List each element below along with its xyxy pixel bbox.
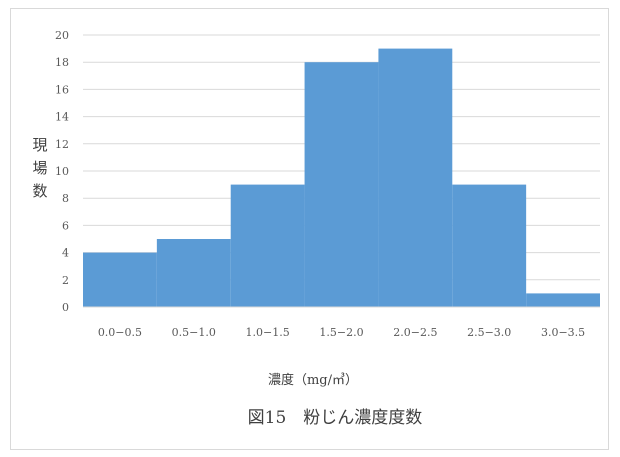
- x-tick-label: 2.5−3.0: [467, 326, 511, 339]
- y-tick-label: 0: [62, 301, 69, 314]
- histogram-bar: [156, 239, 231, 307]
- y-tick-label: 16: [55, 83, 69, 96]
- y-tick-labels: 0 2 4 6 8 10 12 14 16 18 20: [55, 29, 69, 314]
- histogram-bar: [230, 184, 305, 307]
- histogram-bar: [452, 184, 527, 307]
- x-tick-label: 1.5−2.0: [319, 326, 363, 339]
- y-tick-label: 20: [55, 29, 69, 42]
- x-axis-label: 濃度（mg/㎥）: [268, 372, 358, 388]
- y-tick-label: 4: [62, 247, 69, 260]
- y-tick-label: 18: [55, 56, 69, 69]
- y-tick-label: 8: [62, 192, 69, 205]
- y-tick-label: 6: [62, 219, 69, 232]
- histogram-bar: [304, 62, 379, 308]
- chart-caption: 図15 粉じん濃度度数: [248, 408, 423, 428]
- x-tick-label: 3.0−3.5: [541, 326, 585, 339]
- histogram-bar: [378, 48, 453, 307]
- histogram-bar: [83, 252, 157, 307]
- x-tick-label: 0.5−1.0: [172, 326, 216, 339]
- y-tick-label: 10: [55, 165, 69, 178]
- bar-layer: [83, 48, 600, 308]
- x-tick-labels: 0.0−0.5 0.5−1.0 1.0−1.5 1.5−2.0 2.0−2.5 2.5−3…: [98, 326, 585, 339]
- y-axis-label: 現場数: [32, 136, 47, 200]
- x-tick-label: 0.0−0.5: [98, 326, 142, 339]
- x-tick-label: 2.0−2.5: [393, 326, 437, 339]
- y-tick-label: 2: [62, 274, 69, 287]
- x-tick-label: 1.0−1.5: [246, 326, 290, 339]
- histogram-bar: [526, 293, 600, 307]
- y-tick-label: 14: [55, 111, 69, 124]
- y-tick-label: 12: [55, 138, 69, 151]
